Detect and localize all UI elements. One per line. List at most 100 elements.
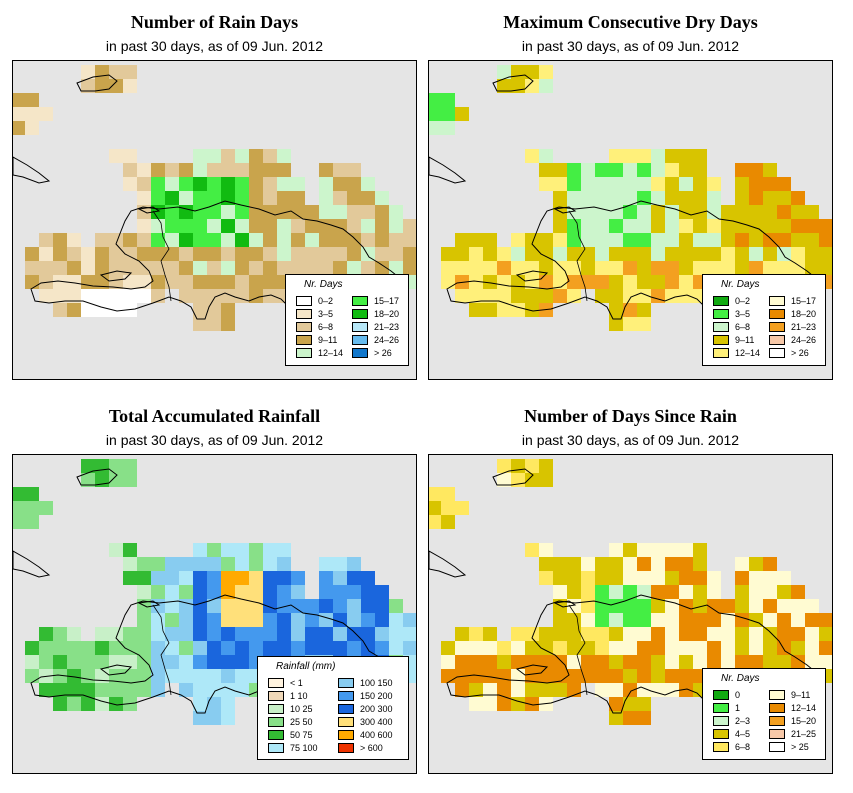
grid-cells xyxy=(429,459,832,725)
grid-cell xyxy=(735,261,749,275)
grid-cell xyxy=(193,543,207,557)
grid-cell xyxy=(749,641,763,655)
grid-cell xyxy=(193,683,207,697)
grid-cell xyxy=(693,655,707,669)
legend-swatch xyxy=(352,321,368,332)
grid-cell xyxy=(749,655,763,669)
grid-cell xyxy=(567,655,581,669)
grid-cell xyxy=(749,627,763,641)
grid-cell xyxy=(483,303,497,317)
grid-cell xyxy=(193,641,207,655)
legend-label: 100 150 xyxy=(360,677,393,688)
grid-cell xyxy=(749,163,763,177)
legend-swatch xyxy=(268,677,284,688)
grid-cell xyxy=(637,303,651,317)
grid-cell xyxy=(179,599,193,613)
legend-label: 24–26 xyxy=(374,334,400,345)
grid-cell xyxy=(609,303,623,317)
grid-cell xyxy=(291,599,305,613)
grid-cell xyxy=(497,641,511,655)
grid-cell xyxy=(277,613,291,627)
grid-cell xyxy=(249,247,263,261)
inagua-coastline xyxy=(76,468,118,486)
legend-label: 1 xyxy=(735,702,741,713)
grid-cell xyxy=(567,261,581,275)
grid-cell xyxy=(25,669,39,683)
grid-cell xyxy=(53,247,67,261)
grid-cell xyxy=(81,303,95,317)
grid-cell xyxy=(749,177,763,191)
grid-cell xyxy=(193,191,207,205)
grid-cell xyxy=(319,641,333,655)
legend-label: 6–8 xyxy=(735,321,751,332)
grid-cell xyxy=(403,641,416,655)
grid-cell xyxy=(25,275,39,289)
legend-swatch xyxy=(352,334,368,345)
legend-item: 1 xyxy=(713,702,740,713)
legend-item: 18–20 xyxy=(769,308,816,319)
grid-cell xyxy=(123,247,137,261)
grid-cell xyxy=(221,303,235,317)
grid-cell xyxy=(553,177,567,191)
grid-cell xyxy=(123,177,137,191)
grid-cell xyxy=(375,585,389,599)
legend-swatch xyxy=(713,308,729,319)
legend: Nr. Days 0–2 3–5 6–8 9–11 12–14 15–17 18–20 21–2… xyxy=(285,274,409,366)
grid-cell xyxy=(511,683,525,697)
legend-item: 25 50 xyxy=(268,716,313,727)
grid-cell xyxy=(623,289,637,303)
grid-cell xyxy=(721,627,735,641)
grid-cell xyxy=(67,641,81,655)
grid-cell xyxy=(291,205,305,219)
grid-cell xyxy=(693,163,707,177)
legend-swatch xyxy=(713,321,729,332)
grid-cell xyxy=(721,613,735,627)
grid-cell xyxy=(609,177,623,191)
grid-cell xyxy=(609,585,623,599)
legend-swatch xyxy=(268,742,284,753)
grid-cell xyxy=(665,669,679,683)
grid-cell xyxy=(623,233,637,247)
grid-cell xyxy=(193,219,207,233)
grid-cell xyxy=(693,557,707,571)
grid-cell xyxy=(151,177,165,191)
grid-cell xyxy=(319,191,333,205)
grid-cell xyxy=(249,571,263,585)
grid-cell xyxy=(53,233,67,247)
grid-cell xyxy=(567,219,581,233)
grid-cell xyxy=(347,191,361,205)
grid-cell xyxy=(123,79,137,93)
grid-cell xyxy=(637,571,651,585)
grid-cell xyxy=(637,543,651,557)
grid-cell xyxy=(497,697,511,711)
grid-cell xyxy=(375,247,389,261)
grid-cell xyxy=(67,697,81,711)
grid-cell xyxy=(623,247,637,261)
grid-cell xyxy=(525,303,539,317)
grid-cell xyxy=(651,219,665,233)
grid-cell xyxy=(679,275,693,289)
grid-cell xyxy=(623,543,637,557)
grid-cell xyxy=(375,233,389,247)
grid-cell xyxy=(497,65,511,79)
grid-cell xyxy=(109,641,123,655)
grid-cell xyxy=(581,177,595,191)
grid-cell xyxy=(263,543,277,557)
grid-cell xyxy=(623,149,637,163)
legend-label: 6–8 xyxy=(735,741,751,752)
grid-cell xyxy=(469,289,483,303)
grid-cell xyxy=(707,191,721,205)
grid-cell xyxy=(763,205,777,219)
grid-cell xyxy=(319,571,333,585)
legend-label: 24–26 xyxy=(791,334,817,345)
grid-cell xyxy=(151,627,165,641)
legend-swatch xyxy=(713,702,729,713)
grid-cell xyxy=(539,177,553,191)
grid-cell xyxy=(179,247,193,261)
grid-cell xyxy=(193,261,207,275)
grid-cell xyxy=(193,627,207,641)
grid-cell xyxy=(707,205,721,219)
grid-cell xyxy=(249,219,263,233)
grid-cell xyxy=(375,191,389,205)
grid-cell xyxy=(553,289,567,303)
